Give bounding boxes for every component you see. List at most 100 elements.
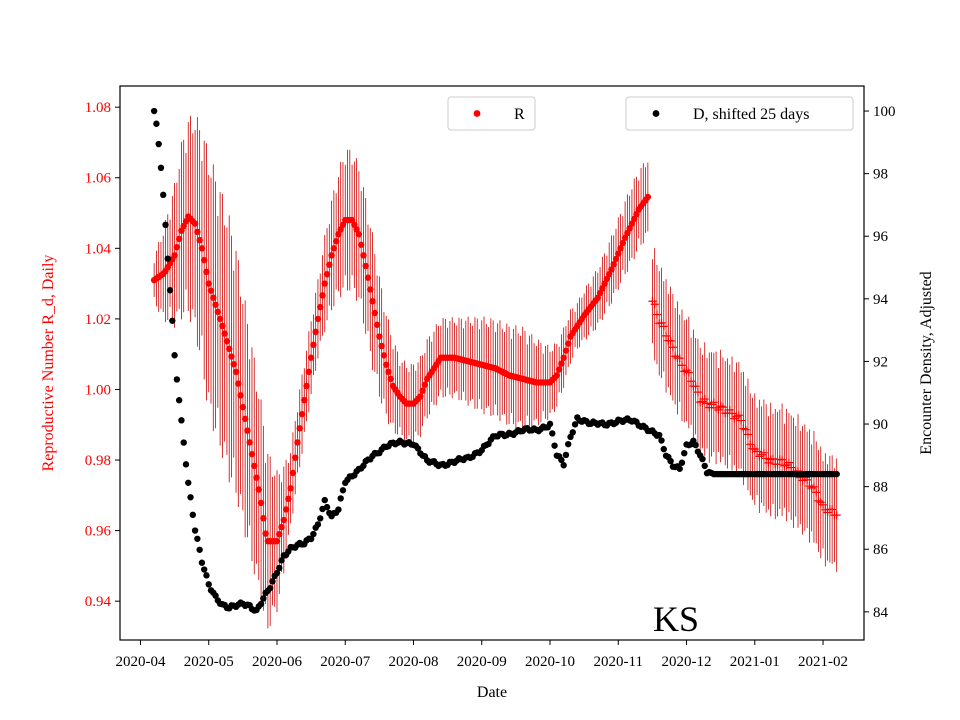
d-point — [833, 470, 840, 478]
d-point — [658, 437, 665, 444]
r-point — [617, 245, 624, 252]
d-point — [667, 457, 674, 465]
d-point — [339, 487, 347, 494]
left-tick-label: 0.98 — [85, 453, 111, 469]
d-point — [337, 495, 344, 502]
x-tick-label: 2020-12 — [662, 654, 712, 670]
x-tick-label: 2020-09 — [457, 654, 507, 670]
d-point — [164, 255, 171, 262]
r-point — [171, 252, 178, 259]
r-point — [323, 270, 331, 278]
right-tick-label: 90 — [873, 417, 888, 433]
left-y-axis-title: Reproductive Number R_d, Daily — [40, 255, 57, 472]
r-point — [615, 250, 622, 257]
r-plus-point — [693, 388, 702, 397]
r-plus-point — [652, 310, 661, 319]
x-axis-title: Date — [477, 684, 507, 701]
r-point — [191, 220, 199, 227]
d-point — [180, 439, 187, 446]
r-point — [196, 236, 203, 244]
r-point — [241, 415, 249, 423]
left-tick-label: 1.08 — [85, 100, 111, 116]
r-point — [326, 261, 333, 268]
r-plus-point — [773, 460, 782, 469]
d-point — [212, 592, 219, 599]
d-point — [310, 530, 317, 538]
legend-d-box — [625, 96, 854, 131]
r-plus-point — [768, 454, 777, 463]
d-point — [307, 535, 315, 543]
d-point — [189, 511, 197, 519]
right-tick-label: 94 — [873, 292, 889, 308]
d-point — [257, 600, 265, 608]
r-point — [294, 439, 301, 446]
d-point — [205, 581, 212, 588]
r-point — [248, 450, 256, 458]
r-point — [558, 360, 565, 367]
x-tick-label: 2020-11 — [594, 654, 643, 670]
left-tick-label: 0.96 — [85, 524, 112, 540]
d-point — [160, 191, 167, 199]
r-plus-point — [666, 336, 675, 345]
left-tick-label: 1.06 — [85, 171, 112, 187]
d-point — [260, 595, 267, 602]
x-tick-label: 2021-01 — [730, 654, 780, 670]
r-point — [212, 301, 219, 308]
r-point — [321, 280, 328, 287]
x-tick-label: 2020-04 — [115, 654, 165, 670]
d-point — [194, 535, 201, 542]
d-point — [278, 557, 285, 564]
r-point — [228, 353, 235, 360]
r-point — [235, 380, 242, 387]
d-point — [569, 429, 576, 436]
right-y-axis-title: Encounter Density, Adjusted — [918, 271, 935, 454]
d-point — [558, 456, 565, 464]
d-point — [560, 462, 567, 469]
x-tick-label: 2021-02 — [798, 654, 848, 670]
r-error-bars — [153, 115, 838, 629]
r-point — [301, 396, 308, 404]
left-tick-label: 0.94 — [85, 594, 112, 610]
legend-r: R — [447, 96, 536, 131]
r-point — [560, 354, 567, 361]
plot-frame — [119, 85, 865, 641]
d-point — [173, 376, 181, 383]
r-plus-point — [687, 377, 696, 386]
d-point — [191, 527, 199, 534]
r-point — [262, 530, 269, 537]
legend-r-marker — [473, 110, 481, 117]
r-point — [203, 268, 210, 276]
d-point — [178, 417, 185, 424]
r-point — [280, 516, 288, 524]
x-tick-label: 2020-08 — [389, 654, 439, 670]
r-point — [355, 231, 363, 238]
legend-d-label: D, shifted 25 days — [693, 106, 809, 123]
r-plus-point — [662, 331, 671, 340]
d-point — [571, 421, 579, 428]
r-point — [278, 523, 285, 531]
r-plus-point — [809, 482, 818, 491]
d-point — [701, 462, 708, 470]
r-point — [255, 486, 262, 493]
d-series — [150, 107, 840, 614]
d-point — [562, 451, 570, 459]
r-point — [305, 368, 313, 376]
right-y-axis: 84 86 88 90 92 94 96 98 100 — [864, 104, 896, 621]
r-plus-point — [746, 440, 755, 449]
x-tick-label: 2020-10 — [525, 654, 575, 670]
r-point — [226, 345, 233, 353]
d-point — [150, 107, 158, 115]
d-point — [681, 449, 688, 457]
r-point — [246, 439, 253, 446]
legend-d: D, shifted 25 days — [625, 96, 854, 131]
r-point — [239, 403, 247, 411]
legend-r-label: R — [514, 106, 525, 123]
r-point — [253, 474, 260, 481]
r-point — [612, 255, 620, 263]
x-tick-label: 2020-05 — [184, 654, 234, 670]
d-point — [182, 461, 190, 468]
r-plus-point — [828, 505, 837, 514]
r-point — [362, 262, 369, 270]
r-point — [257, 499, 265, 507]
d-point — [187, 494, 194, 501]
